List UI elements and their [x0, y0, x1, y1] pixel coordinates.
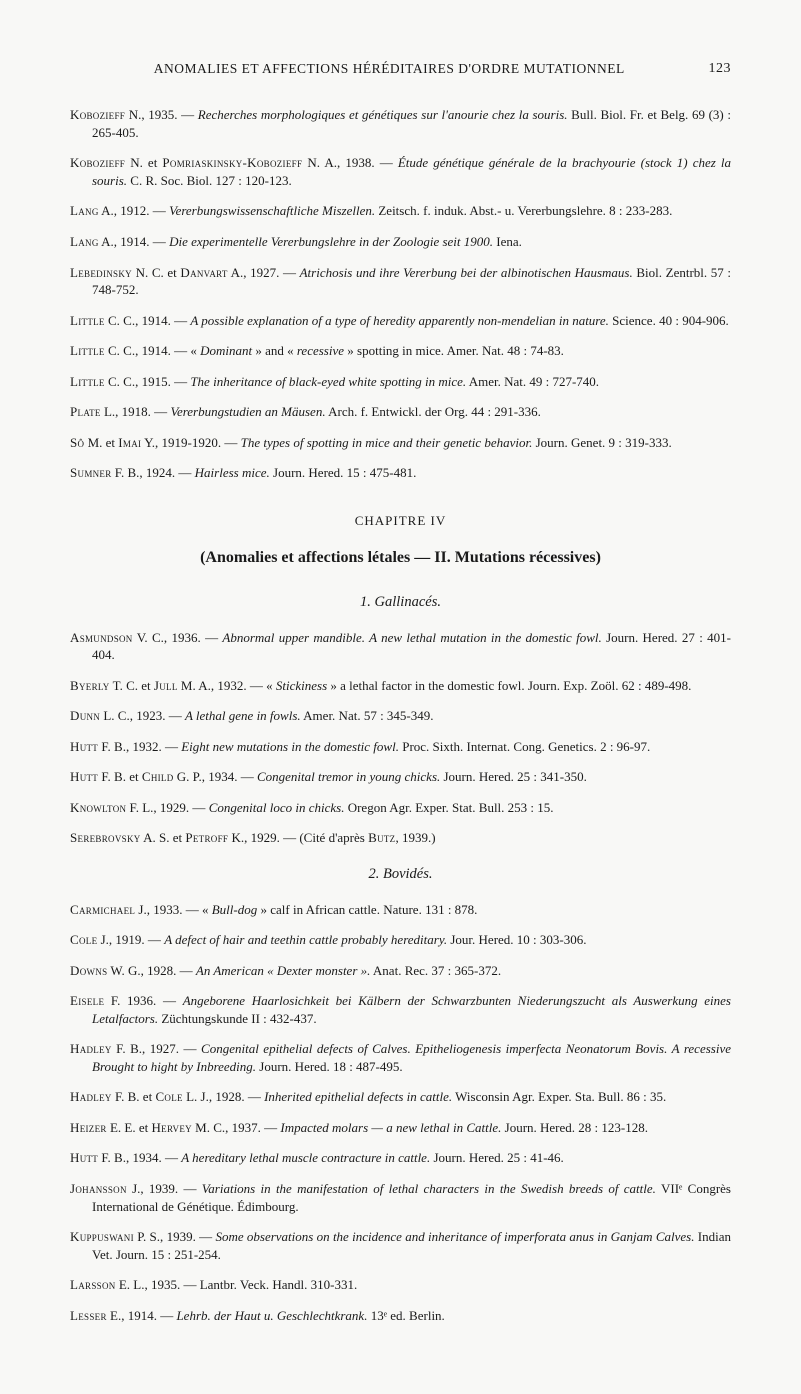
- reference-entry: Byerly T. C. et Jull M. A., 1932. — « St…: [70, 677, 731, 695]
- reference-entry: Little C. C., 1914. — « Dominant » and «…: [70, 342, 731, 360]
- subsection-bovides: 2. Bovidés.: [70, 865, 731, 885]
- references-block-bovides: Carmichael J., 1933. — « Bull-dog » calf…: [70, 901, 731, 1325]
- reference-entry: Plate L., 1918. — Vererbungstudien an Mä…: [70, 403, 731, 421]
- reference-entry: Knowlton F. L., 1929. — Congenital loco …: [70, 799, 731, 817]
- reference-entry: Serebrovsky A. S. et Petroff K., 1929. —…: [70, 829, 731, 847]
- reference-entry: Eisele F. 1936. — Angeborene Haarlosichk…: [70, 992, 731, 1027]
- reference-entry: Sumner F. B., 1924. — Hairless mice. Jou…: [70, 464, 731, 482]
- reference-entry: Lang A., 1912. — Vererbungswissenschaftl…: [70, 202, 731, 220]
- reference-entry: Asmundson V. C., 1936. — Abnormal upper …: [70, 629, 731, 664]
- references-block-gallinaces: Asmundson V. C., 1936. — Abnormal upper …: [70, 629, 731, 847]
- page-number: 123: [709, 60, 732, 79]
- references-block-top: Kobozieff N., 1935. — Recherches morphol…: [70, 106, 731, 482]
- reference-entry: Lesser E., 1914. — Lehrb. der Haut u. Ge…: [70, 1307, 731, 1325]
- reference-entry: Little C. C., 1914. — A possible explana…: [70, 312, 731, 330]
- reference-entry: Little C. C., 1915. — The inheritance of…: [70, 373, 731, 391]
- reference-entry: Lang A., 1914. — Die experimentelle Vere…: [70, 233, 731, 251]
- reference-entry: Hadley F. B., 1927. — Congenital epithel…: [70, 1040, 731, 1075]
- reference-entry: Sô M. et Imai Y., 1919-1920. — The types…: [70, 434, 731, 452]
- reference-entry: Johansson J., 1939. — Variations in the …: [70, 1180, 731, 1215]
- chapter-title: (Anomalies et affections létales — II. M…: [70, 547, 731, 569]
- subsection-gallinaces: 1. Gallinacés.: [70, 593, 731, 613]
- reference-entry: Heizer E. E. et Hervey M. C., 1937. — Im…: [70, 1119, 731, 1137]
- reference-entry: Carmichael J., 1933. — « Bull-dog » calf…: [70, 901, 731, 919]
- reference-entry: Hutt F. B. et Child G. P., 1934. — Conge…: [70, 768, 731, 786]
- reference-entry: Kobozieff N., 1935. — Recherches morphol…: [70, 106, 731, 141]
- reference-entry: Larsson E. L., 1935. — Lantbr. Veck. Han…: [70, 1276, 731, 1294]
- reference-entry: Cole J., 1919. — A defect of hair and te…: [70, 931, 731, 949]
- reference-entry: Kuppuswani P. S., 1939. — Some observati…: [70, 1228, 731, 1263]
- reference-entry: Lebedinsky N. C. et Danvart A., 1927. — …: [70, 264, 731, 299]
- chapter-label: CHAPITRE IV: [70, 512, 731, 530]
- reference-entry: Dunn L. C., 1923. — A lethal gene in fow…: [70, 707, 731, 725]
- reference-entry: Hutt F. B., 1932. — Eight new mutations …: [70, 738, 731, 756]
- reference-entry: Hadley F. B. et Cole L. J., 1928. — Inhe…: [70, 1088, 731, 1106]
- reference-entry: Hutt F. B., 1934. — A hereditary lethal …: [70, 1149, 731, 1167]
- reference-entry: Kobozieff N. et Pomriaskinsky-Kobozieff …: [70, 154, 731, 189]
- reference-entry: Downs W. G., 1928. — An American « Dexte…: [70, 962, 731, 980]
- header-title: ANOMALIES ET AFFECTIONS HÉRÉDITAIRES D'O…: [154, 61, 625, 76]
- running-header: ANOMALIES ET AFFECTIONS HÉRÉDITAIRES D'O…: [70, 60, 731, 78]
